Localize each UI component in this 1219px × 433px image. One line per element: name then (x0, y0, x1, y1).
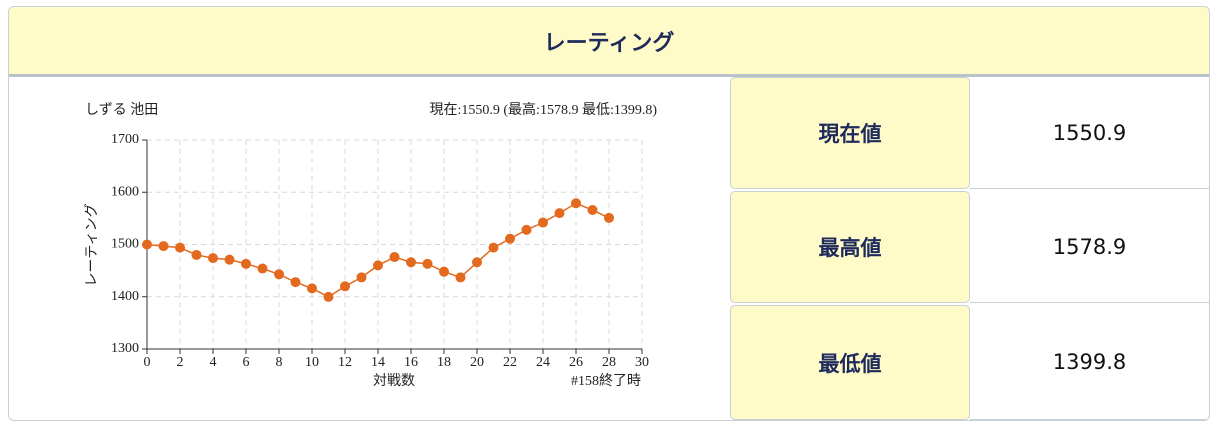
data-point (505, 233, 515, 244)
y-tick-label: 1600 (111, 184, 139, 199)
data-point (406, 257, 416, 268)
x-tick-label: 0 (144, 355, 151, 370)
data-point (158, 241, 169, 252)
x-axis-label: 対戦数 (373, 373, 415, 389)
data-point (340, 281, 350, 292)
x-tick-label: 16 (404, 355, 418, 370)
data-point (274, 269, 284, 280)
x-tick-label: 8 (276, 355, 283, 370)
data-point (142, 239, 152, 250)
data-point (175, 242, 185, 253)
data-point (439, 266, 449, 277)
data-point (389, 252, 400, 263)
y-tick-label: 1400 (111, 289, 139, 304)
data-point (488, 242, 499, 253)
x-tick-label: 6 (243, 355, 250, 370)
data-point (554, 208, 565, 219)
y-axis-label: レーティング (84, 203, 100, 286)
data-point (191, 249, 202, 260)
data-point (241, 258, 251, 269)
chart-subtitle: 現在:1550.9 (最高:1578.9 最低:1399.8) (430, 101, 658, 118)
data-point (257, 263, 268, 274)
x-tick-label: 12 (338, 355, 352, 370)
data-point (208, 253, 218, 264)
row-value: 1399.8 (970, 305, 1209, 420)
x-tick-label: 30 (635, 355, 649, 370)
row-label: 最高値 (730, 191, 970, 303)
data-point (356, 272, 367, 283)
panel-title: レーティング (9, 7, 1209, 77)
x-tick-label: 2 (177, 355, 184, 370)
x-tick-label: 14 (371, 355, 385, 370)
data-point (422, 258, 433, 269)
x-tick-label: 22 (503, 355, 517, 370)
x-tick-label: 4 (210, 355, 217, 370)
x-tick-label: 20 (470, 355, 484, 370)
row-label: 最低値 (730, 305, 970, 420)
row-label: 現在値 (730, 77, 970, 189)
data-point (538, 217, 548, 228)
annotation: #158終了時 (571, 373, 641, 389)
x-tick-label: 18 (437, 355, 451, 370)
x-tick-label: 24 (536, 355, 550, 370)
data-point (521, 224, 532, 235)
row-value: 1550.9 (970, 77, 1209, 189)
data-point (604, 212, 614, 223)
y-tick-label: 1700 (111, 132, 139, 147)
data-point (587, 205, 598, 216)
x-tick-label: 28 (602, 355, 616, 370)
chart: しずる 池田 現在:1550.9 (最高:1578.9 最低:1399.8) 対… (84, 101, 658, 389)
x-tick-label: 26 (569, 355, 583, 370)
data-point (455, 272, 466, 283)
data-point (290, 277, 301, 288)
data-point (373, 260, 383, 271)
data-point (307, 283, 317, 294)
x-tick-label: 10 (305, 355, 319, 370)
row-value: 1578.9 (970, 191, 1209, 303)
y-tick-label: 1500 (111, 237, 139, 252)
rating-panel: レーティング しずる 池田 現在:1550.9 (最高:1578.9 最低:13… (8, 6, 1210, 421)
data-point (323, 291, 334, 302)
y-tick-label: 1300 (111, 341, 139, 356)
data-point (571, 198, 581, 209)
data-point (224, 254, 235, 265)
chart-title: しずる 池田 (85, 102, 158, 118)
data-point (472, 257, 482, 268)
